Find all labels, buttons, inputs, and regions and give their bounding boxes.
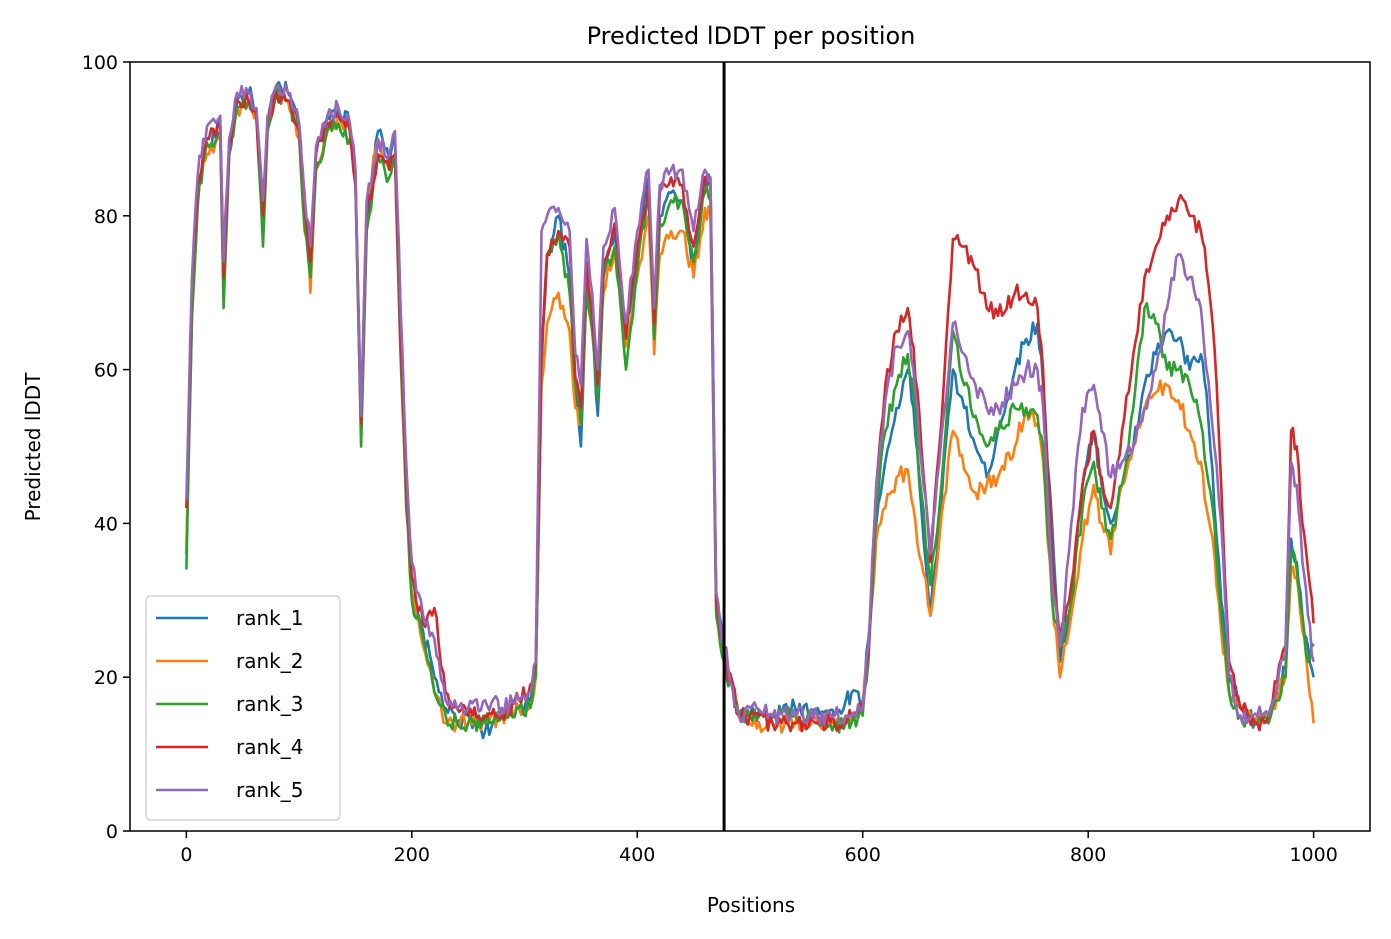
x-tick-label: 0 xyxy=(180,844,192,866)
chart-title: Predicted lDDT per position xyxy=(587,22,916,50)
legend-label-rank_5: rank_5 xyxy=(236,778,303,802)
legend-label-rank_2: rank_2 xyxy=(236,649,303,673)
x-tick-label: 800 xyxy=(1070,844,1106,866)
y-tick-label: 40 xyxy=(94,513,118,535)
y-axis-label: Predicted lDDT xyxy=(21,372,45,522)
legend-label-rank_1: rank_1 xyxy=(236,606,303,630)
legend-label-rank_3: rank_3 xyxy=(236,692,303,716)
y-axis: 0 20 40 60 80 100 xyxy=(82,52,130,843)
y-tick-label: 60 xyxy=(94,360,118,382)
y-tick-label: 0 xyxy=(106,821,118,843)
legend-box xyxy=(145,595,341,821)
legend-label-rank_4: rank_4 xyxy=(236,735,303,759)
x-tick-label: 600 xyxy=(845,844,881,866)
x-tick-label: 200 xyxy=(394,844,430,866)
x-axis-label: Positions xyxy=(707,893,795,917)
series-line-rank_4 xyxy=(185,89,1315,733)
series-line-rank_5 xyxy=(185,83,1315,726)
x-tick-label: 400 xyxy=(619,844,655,866)
y-tick-label: 20 xyxy=(94,667,118,689)
y-tick-label: 80 xyxy=(94,206,118,228)
plot-area xyxy=(185,62,1315,831)
series-line-rank_3 xyxy=(185,85,1315,734)
legend: rank_1 rank_2 rank_3 rank_4 rank_5 xyxy=(145,595,341,821)
x-tick-label: 1000 xyxy=(1289,844,1337,866)
series-layer xyxy=(185,80,1315,740)
x-axis: 0 200 400 600 800 1000 xyxy=(180,831,1338,866)
y-tick-label: 100 xyxy=(82,52,118,74)
plot-frame xyxy=(129,61,1371,832)
